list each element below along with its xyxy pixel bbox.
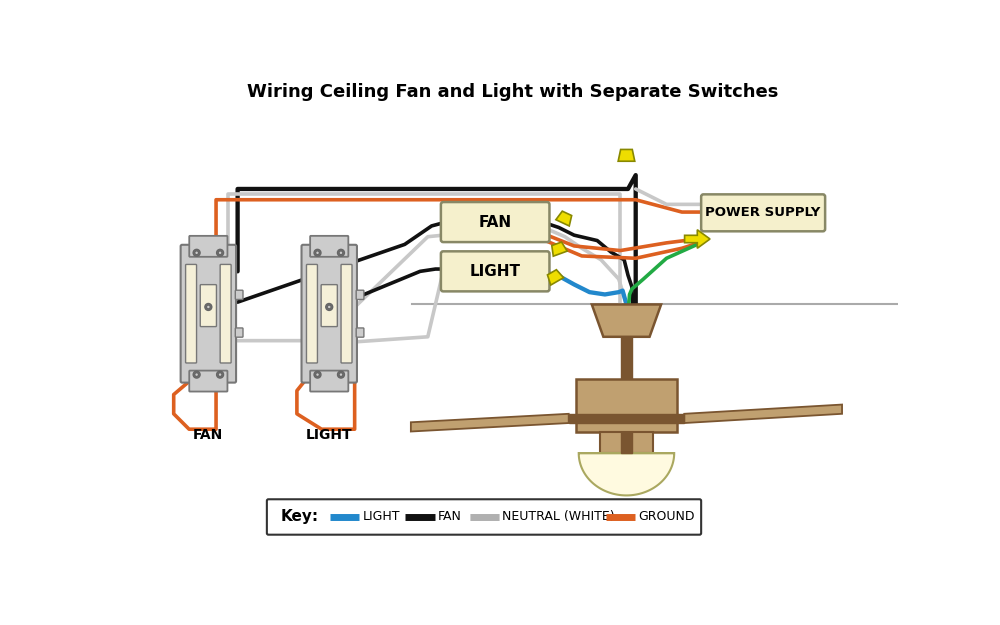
Polygon shape [547,270,564,285]
Text: NEUTRAL (WHITE): NEUTRAL (WHITE) [502,511,615,524]
Polygon shape [556,211,572,226]
FancyBboxPatch shape [189,236,227,257]
FancyBboxPatch shape [181,245,236,382]
FancyBboxPatch shape [302,245,357,382]
Bar [621,337,632,379]
Text: POWER SUPPLY: POWER SUPPLY [705,206,820,219]
Circle shape [206,305,210,309]
Circle shape [218,372,222,376]
Polygon shape [579,453,674,496]
Circle shape [217,249,224,256]
FancyBboxPatch shape [186,264,197,363]
FancyBboxPatch shape [220,264,231,363]
Text: GROUND: GROUND [638,511,695,524]
Polygon shape [552,242,567,256]
FancyBboxPatch shape [701,194,825,231]
FancyBboxPatch shape [441,202,549,242]
Circle shape [338,371,344,378]
FancyBboxPatch shape [356,290,364,299]
Circle shape [316,372,319,376]
Circle shape [339,372,343,376]
Bar [600,431,653,453]
Circle shape [339,251,343,255]
Text: LIGHT: LIGHT [362,511,400,524]
FancyBboxPatch shape [189,371,227,391]
FancyBboxPatch shape [267,499,701,535]
Polygon shape [685,230,710,248]
Circle shape [314,371,321,378]
Text: Key:: Key: [281,509,319,524]
Circle shape [316,251,319,255]
Text: FAN: FAN [193,428,223,442]
Text: LIGHT: LIGHT [306,428,353,442]
Bar [569,414,684,423]
Circle shape [195,372,199,376]
Circle shape [205,304,212,311]
Circle shape [314,249,321,256]
FancyBboxPatch shape [235,328,243,337]
Polygon shape [684,404,842,423]
FancyBboxPatch shape [235,290,243,299]
FancyBboxPatch shape [441,251,549,291]
Text: FAN: FAN [478,214,511,229]
Polygon shape [411,414,569,431]
FancyBboxPatch shape [200,284,216,327]
Circle shape [338,249,344,256]
Circle shape [326,304,333,311]
Circle shape [195,251,199,255]
Bar [621,431,632,453]
Text: Wiring Ceiling Fan and Light with Separate Switches: Wiring Ceiling Fan and Light with Separa… [247,83,778,101]
Circle shape [327,305,331,309]
Circle shape [217,371,224,378]
Circle shape [193,371,200,378]
FancyBboxPatch shape [310,236,348,257]
Circle shape [193,249,200,256]
FancyBboxPatch shape [321,284,337,327]
Polygon shape [592,304,661,337]
FancyBboxPatch shape [306,264,317,363]
Text: LIGHT: LIGHT [469,264,520,279]
FancyBboxPatch shape [310,371,348,391]
FancyBboxPatch shape [356,328,364,337]
FancyBboxPatch shape [341,264,352,363]
Bar [576,379,677,431]
Text: FAN: FAN [438,511,462,524]
Polygon shape [618,149,635,161]
Circle shape [218,251,222,255]
